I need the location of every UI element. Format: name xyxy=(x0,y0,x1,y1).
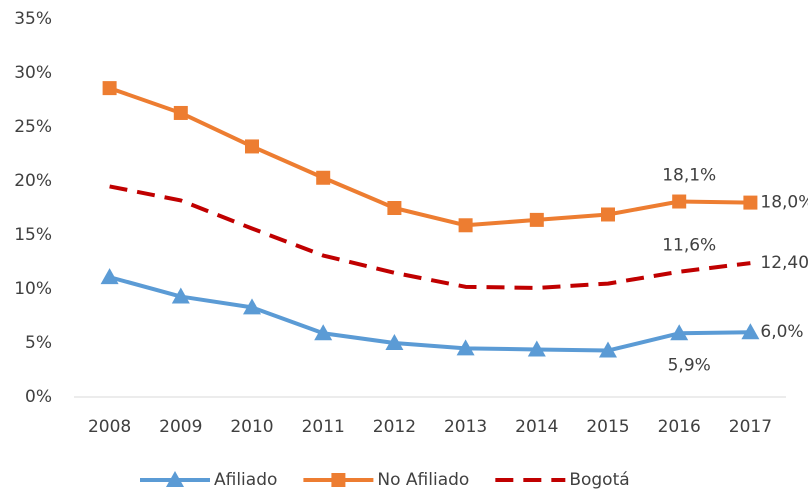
marker xyxy=(166,471,184,487)
data-label: 5,9% xyxy=(668,355,711,375)
data-label: 12,40% xyxy=(760,253,808,273)
marker xyxy=(599,341,617,358)
marker xyxy=(385,334,404,350)
y-tick-label: 25% xyxy=(14,117,52,137)
marker xyxy=(601,207,615,222)
x-tick-label: 2013 xyxy=(444,417,487,437)
series-line xyxy=(109,275,751,353)
x-tick-label: 2010 xyxy=(230,417,273,437)
marker xyxy=(173,105,188,120)
marker xyxy=(458,218,473,233)
y-tick-label: 20% xyxy=(14,171,52,191)
marker xyxy=(672,194,687,209)
y-tick-label: 10% xyxy=(14,279,52,299)
y-tick-label: 35% xyxy=(14,9,52,29)
marker xyxy=(331,473,346,487)
x-tick-label: 2015 xyxy=(586,417,629,437)
marker xyxy=(529,212,544,227)
x-tick-label: 2014 xyxy=(515,417,558,437)
x-tick-label: 2012 xyxy=(373,417,416,437)
marker xyxy=(102,81,117,96)
x-tick-label: 2016 xyxy=(658,417,701,437)
data-label: 18,1% xyxy=(662,166,716,186)
marker xyxy=(245,139,259,154)
marker xyxy=(741,323,760,340)
y-tick-label: 30% xyxy=(14,63,52,83)
marker xyxy=(314,324,333,341)
y-tick-label: 5% xyxy=(25,333,52,353)
data-label: 6,0% xyxy=(760,322,803,342)
marker xyxy=(387,201,402,215)
legend-label: Afiliado xyxy=(214,470,277,490)
marker xyxy=(316,170,331,185)
marker xyxy=(670,324,689,341)
marker xyxy=(743,195,758,210)
marker xyxy=(527,340,546,357)
x-tick-label: 2009 xyxy=(159,417,202,437)
legend-label: Bogotá xyxy=(569,470,629,490)
y-tick-label: 0% xyxy=(25,387,52,407)
data-label: 11,6% xyxy=(662,236,716,256)
x-tick-label: 2017 xyxy=(729,417,772,437)
marker xyxy=(456,339,475,356)
data-label: 18,0% xyxy=(760,193,808,213)
marker xyxy=(243,298,261,315)
x-tick-label: 2008 xyxy=(88,417,131,437)
y-tick-label: 15% xyxy=(14,225,52,245)
legend-label: No Afiliado xyxy=(377,470,469,490)
marker xyxy=(100,268,119,285)
marker xyxy=(171,287,190,304)
series-line xyxy=(108,86,751,228)
series-line xyxy=(109,184,751,290)
x-tick-label: 2011 xyxy=(302,417,345,437)
